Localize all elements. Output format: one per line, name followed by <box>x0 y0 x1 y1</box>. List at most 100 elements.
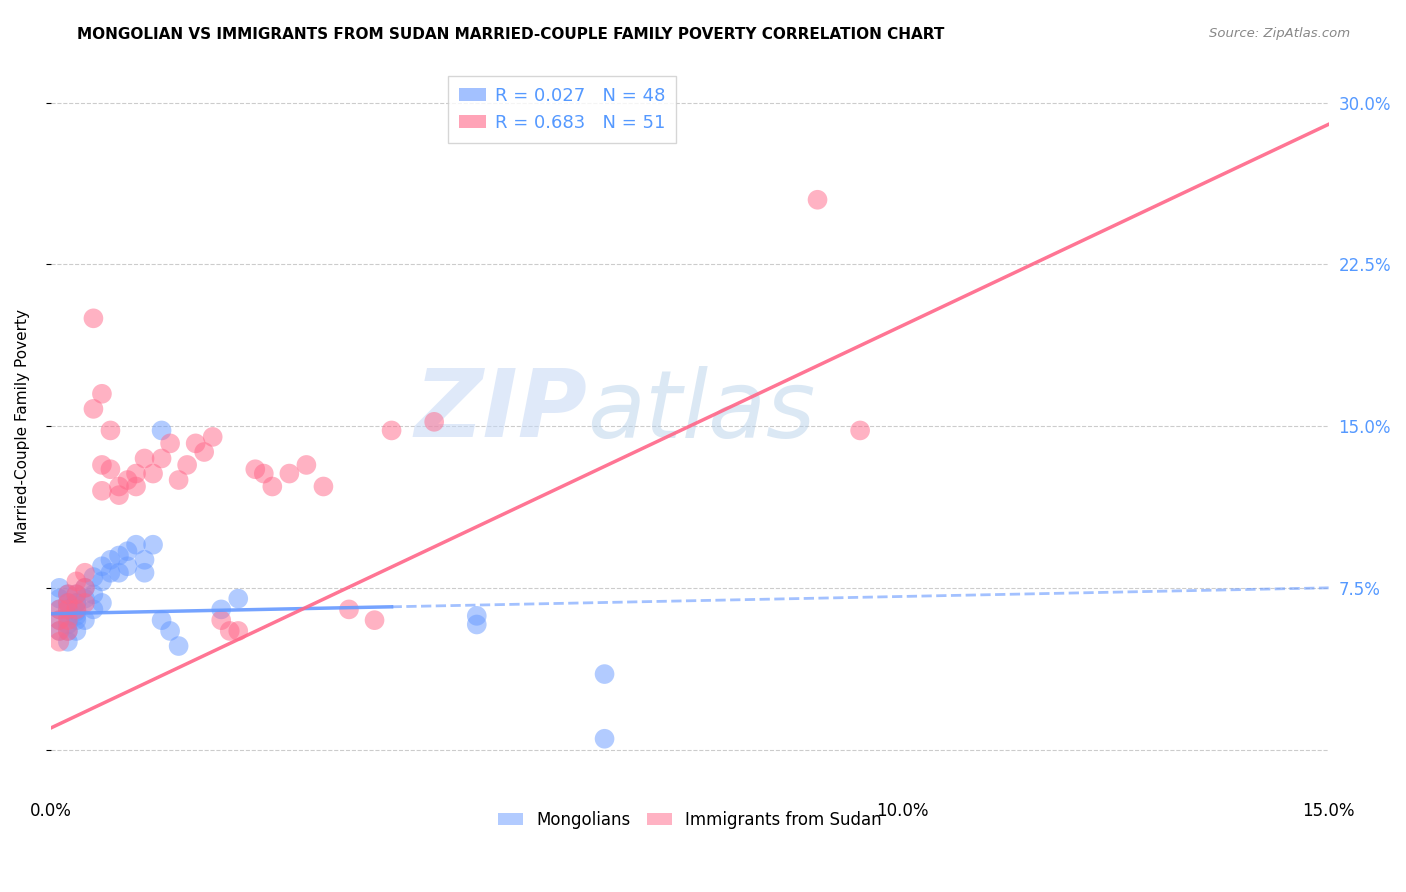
Point <box>48 613 70 627</box>
Point <box>108 479 131 493</box>
Point <box>253 467 276 481</box>
Point <box>91 483 114 498</box>
Point <box>48 591 70 606</box>
Point <box>56 602 79 616</box>
Point <box>56 613 79 627</box>
Point <box>73 581 96 595</box>
Point <box>65 608 87 623</box>
Point <box>142 467 165 481</box>
Point <box>73 596 96 610</box>
Point <box>117 559 139 574</box>
Text: MONGOLIAN VS IMMIGRANTS FROM SUDAN MARRIED-COUPLE FAMILY POVERTY CORRELATION CHA: MONGOLIAN VS IMMIGRANTS FROM SUDAN MARRI… <box>77 27 945 42</box>
Point <box>167 473 190 487</box>
Point <box>48 602 70 616</box>
Point <box>65 587 87 601</box>
Point <box>159 436 181 450</box>
Point <box>245 462 267 476</box>
Point <box>142 538 165 552</box>
Point <box>65 587 87 601</box>
Point <box>65 596 87 610</box>
Point <box>209 602 232 616</box>
Point <box>56 596 79 610</box>
Point <box>278 467 301 481</box>
Point <box>193 445 215 459</box>
Point <box>48 602 70 616</box>
Point <box>262 479 284 493</box>
Point <box>159 624 181 638</box>
Point <box>48 634 70 648</box>
Point <box>167 639 190 653</box>
Point <box>423 415 446 429</box>
Point <box>56 617 79 632</box>
Point <box>184 436 207 450</box>
Point <box>65 624 87 638</box>
Point <box>91 458 114 472</box>
Point <box>134 553 156 567</box>
Point <box>465 608 488 623</box>
Point <box>312 479 335 493</box>
Point <box>100 553 122 567</box>
Point <box>849 424 872 438</box>
Point <box>56 587 79 601</box>
Point <box>100 424 122 438</box>
Point <box>82 570 104 584</box>
Point <box>218 624 240 638</box>
Point <box>91 386 114 401</box>
Point <box>56 624 79 638</box>
Point <box>108 549 131 563</box>
Point <box>176 458 198 472</box>
Point <box>82 401 104 416</box>
Point <box>73 591 96 606</box>
Legend: Mongolians, Immigrants from Sudan: Mongolians, Immigrants from Sudan <box>491 805 889 836</box>
Point <box>381 424 404 438</box>
Point <box>91 574 114 589</box>
Point <box>150 424 173 438</box>
Point <box>125 479 148 493</box>
Point <box>48 581 70 595</box>
Point <box>226 591 249 606</box>
Point <box>91 596 114 610</box>
Point <box>73 613 96 627</box>
Point <box>65 574 87 589</box>
Point <box>100 462 122 476</box>
Y-axis label: Married-Couple Family Poverty: Married-Couple Family Poverty <box>15 310 30 543</box>
Point <box>56 587 79 601</box>
Point <box>65 613 87 627</box>
Point <box>91 559 114 574</box>
Point <box>125 538 148 552</box>
Point <box>226 624 249 638</box>
Point <box>65 602 87 616</box>
Point <box>73 566 96 580</box>
Point <box>56 608 79 623</box>
Point <box>56 596 79 610</box>
Point <box>150 451 173 466</box>
Point <box>134 566 156 580</box>
Point <box>117 473 139 487</box>
Point <box>82 602 104 616</box>
Point <box>209 613 232 627</box>
Point <box>363 613 385 627</box>
Point <box>48 613 70 627</box>
Point <box>134 451 156 466</box>
Point <box>465 617 488 632</box>
Text: Source: ZipAtlas.com: Source: ZipAtlas.com <box>1209 27 1350 40</box>
Point <box>295 458 318 472</box>
Text: atlas: atlas <box>588 366 815 457</box>
Point <box>125 467 148 481</box>
Point <box>108 566 131 580</box>
Point <box>150 613 173 627</box>
Point <box>56 602 79 616</box>
Point <box>82 587 104 601</box>
Point <box>56 624 79 638</box>
Point <box>65 605 87 619</box>
Point <box>100 566 122 580</box>
Point <box>593 731 616 746</box>
Text: ZIP: ZIP <box>415 366 588 458</box>
Point <box>48 624 70 638</box>
Point <box>108 488 131 502</box>
Point <box>337 602 360 616</box>
Point <box>806 193 828 207</box>
Point <box>56 634 79 648</box>
Point <box>82 311 104 326</box>
Point <box>73 581 96 595</box>
